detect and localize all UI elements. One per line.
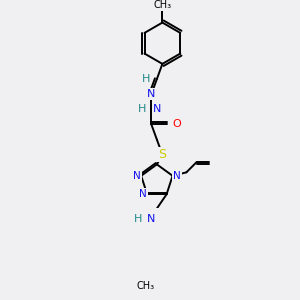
Text: N: N	[133, 171, 141, 181]
Text: S: S	[158, 148, 166, 161]
Text: CH₃: CH₃	[137, 281, 155, 291]
Text: N: N	[173, 171, 181, 181]
Text: N: N	[139, 189, 147, 199]
Text: N: N	[147, 214, 156, 224]
Text: O: O	[172, 119, 181, 130]
Text: H: H	[137, 104, 146, 114]
Text: N: N	[147, 89, 156, 99]
Text: H: H	[142, 74, 150, 84]
Text: H: H	[134, 214, 142, 224]
Text: CH₃: CH₃	[153, 0, 172, 10]
Text: N: N	[153, 104, 161, 114]
